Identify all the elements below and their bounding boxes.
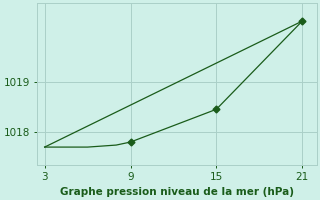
X-axis label: Graphe pression niveau de la mer (hPa): Graphe pression niveau de la mer (hPa) <box>60 187 294 197</box>
